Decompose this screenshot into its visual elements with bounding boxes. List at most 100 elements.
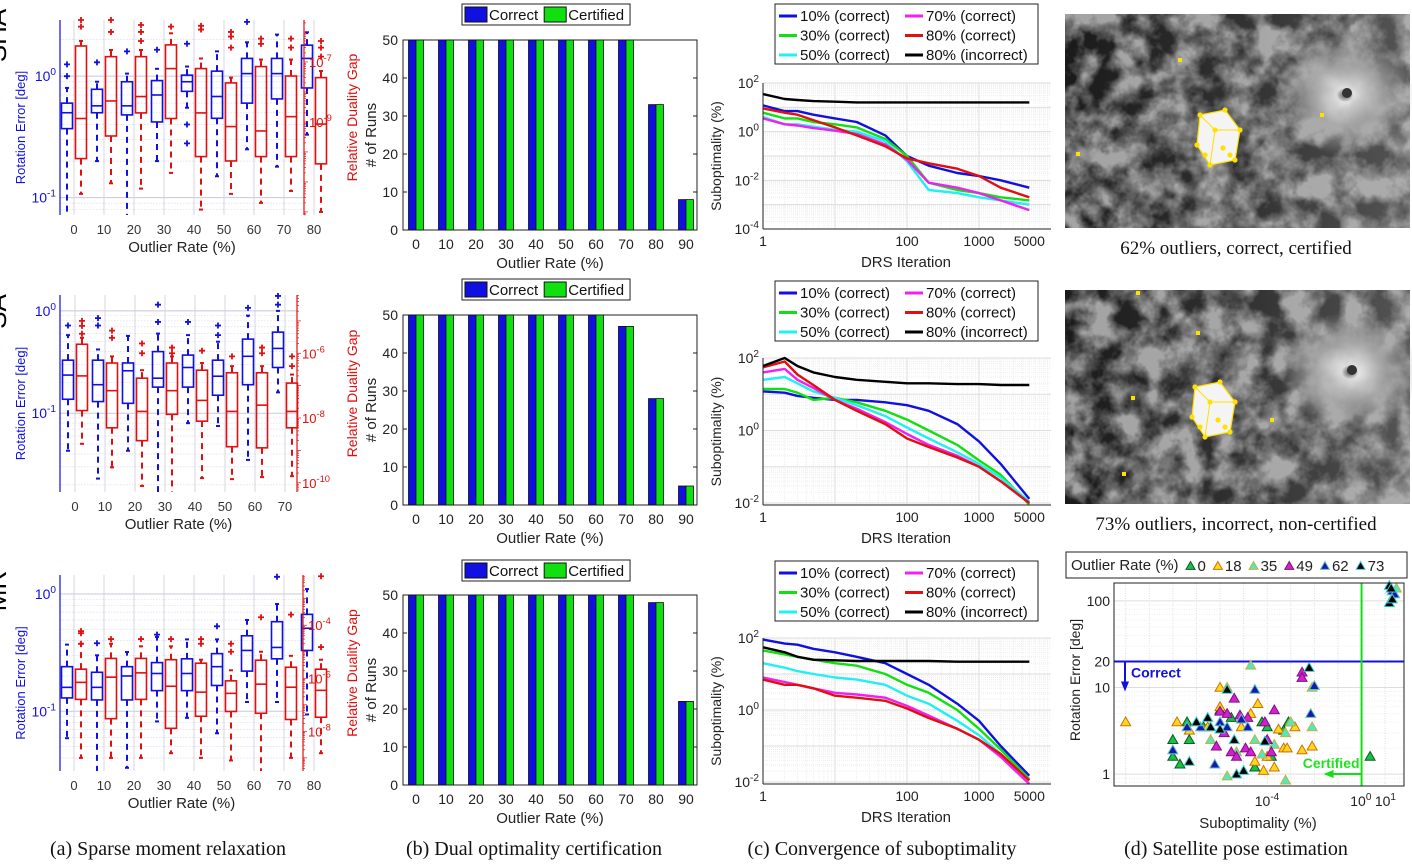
- bar-certified: [655, 398, 664, 506]
- scatter-point-62: [1249, 683, 1261, 694]
- keypoint-marker: [1197, 424, 1203, 430]
- x-tick-label: 50: [217, 778, 231, 793]
- legend-label: 0: [1198, 558, 1206, 575]
- y-tick-label: 10-1: [31, 702, 56, 719]
- y-axis-label: Rotation Error [deg]: [1067, 619, 1083, 741]
- x-tick-label: 40: [528, 791, 544, 807]
- series-line: [762, 360, 1031, 504]
- scatter-point-0: [1166, 750, 1179, 761]
- scatter-point-62: [1181, 721, 1193, 732]
- box: [150, 661, 164, 692]
- y-tick-label: 20: [1094, 653, 1110, 669]
- rotation-error-box: [180, 638, 194, 719]
- x-tick-label: 1: [759, 233, 767, 249]
- outlier-marker: [318, 44, 324, 51]
- x-tick-label: 70: [618, 236, 634, 252]
- scatter-point-49: [1221, 707, 1233, 718]
- box: [120, 80, 134, 116]
- series-line: [762, 117, 1030, 212]
- legend-label: 18: [1225, 558, 1242, 575]
- x-tick-label: 30: [157, 778, 171, 793]
- bar-correct: [618, 39, 627, 231]
- legend-swatch-certified: [543, 6, 567, 23]
- outlier-marker: [168, 23, 174, 30]
- scatter-point-73: [1221, 683, 1233, 694]
- keypoint-marker: [1212, 127, 1218, 133]
- box: [225, 371, 239, 448]
- duality-gap-box: [134, 636, 148, 759]
- rotation-error-box: [120, 48, 134, 215]
- y-tick-label: 100: [738, 421, 760, 438]
- box: [210, 652, 224, 687]
- duality-gap-box: [254, 35, 268, 204]
- y-right-tick-label: 10-8: [302, 409, 325, 426]
- y-tick-label: 10-2: [734, 494, 759, 511]
- x-tick-label: 40: [187, 222, 201, 237]
- y-tick-label: 100: [738, 701, 760, 718]
- outlier-marker: [185, 318, 191, 325]
- bar-certified: [475, 314, 484, 506]
- x-tick-label: 50: [217, 222, 231, 237]
- outlier-marker: [138, 22, 144, 29]
- outlier-marker: [139, 340, 145, 347]
- legend-label: 10% (correct): [800, 565, 890, 582]
- bar-certified: [595, 594, 604, 786]
- y-tick-label: 40: [382, 345, 398, 361]
- box: [91, 359, 105, 403]
- bar-correct: [648, 104, 657, 231]
- scatter-point-35: [1279, 726, 1292, 738]
- keypoint-marker: [1220, 145, 1226, 151]
- box: [270, 620, 284, 660]
- y-tick-label: 10: [1094, 680, 1110, 696]
- caption-a: (a) Sparse moment relaxation: [49, 838, 287, 860]
- scatter-point-62: [1208, 758, 1221, 769]
- box: [120, 665, 134, 701]
- bar-correct: [438, 39, 447, 231]
- keypoint-marker: [1194, 142, 1200, 148]
- outlier-marker: [154, 46, 160, 53]
- x-tick-label: 70: [618, 511, 634, 527]
- bar-correct: [528, 314, 537, 506]
- scatter-point-62: [1166, 744, 1179, 755]
- x-tick-label: 1: [759, 788, 767, 804]
- certified-label: Certified: [1303, 755, 1360, 771]
- scatter-point-0: [1183, 733, 1196, 744]
- x-tick-label: 0: [71, 499, 78, 514]
- bar-correct: [528, 39, 537, 231]
- keypoint-marker: [1215, 417, 1221, 423]
- hurricane-eye: [1347, 365, 1357, 375]
- rotation-error-box: [300, 31, 314, 136]
- outlier-marker: [289, 353, 295, 360]
- box: [90, 88, 104, 114]
- bar-correct: [468, 39, 477, 231]
- scatter-point-35: [1279, 774, 1292, 785]
- x-tick-label: 1: [759, 509, 767, 525]
- scatter-point-49: [1268, 704, 1281, 715]
- x-tick-label: 20: [468, 236, 484, 252]
- legend-label: 70% (correct): [926, 8, 1016, 25]
- duality-gap-box: [75, 317, 89, 445]
- legend-label: 50% (correct): [800, 324, 890, 341]
- outlier-marker: [184, 140, 190, 147]
- rotation-error-box: [181, 318, 195, 425]
- duality-gap-box: [165, 344, 179, 492]
- box: [75, 343, 89, 412]
- series-line: [762, 356, 1030, 387]
- y-tick-label: 20: [382, 701, 398, 717]
- x-tick-label: 70: [618, 791, 634, 807]
- x-tick-label: 100: [1350, 792, 1372, 809]
- duality-gap-box: [285, 353, 299, 478]
- certified-arrow-head-icon: [1323, 770, 1334, 778]
- box: [314, 668, 328, 719]
- y-right-tick-label: 10-9: [309, 113, 332, 130]
- scatter-point-0: [1174, 758, 1186, 769]
- x-tick-label: 5000: [1014, 509, 1045, 525]
- bar-certified: [505, 39, 514, 231]
- legend-label: 80% (incorrect): [926, 604, 1028, 621]
- box: [164, 44, 178, 120]
- outlier-marker: [258, 40, 264, 47]
- x-tick-label: 30: [498, 511, 514, 527]
- keypoint-marker: [1202, 434, 1208, 440]
- scatter-point-35: [1249, 733, 1261, 744]
- x-tick-label: 20: [128, 499, 142, 514]
